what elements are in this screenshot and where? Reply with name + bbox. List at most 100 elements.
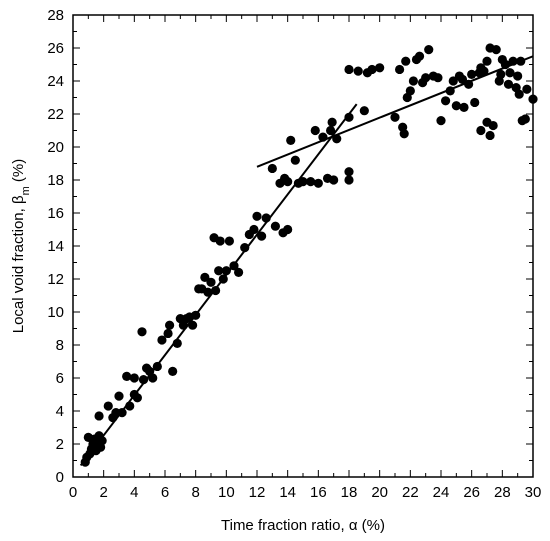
x-tick-label: 20	[371, 484, 388, 501]
data-point	[165, 320, 175, 330]
x-tick-label: 18	[341, 484, 358, 501]
data-point	[496, 69, 506, 79]
data-point	[476, 125, 486, 136]
y-tick-label: 6	[56, 370, 64, 387]
data-point	[451, 101, 461, 111]
data-point	[172, 338, 182, 348]
data-point	[240, 243, 250, 253]
data-point	[318, 132, 328, 142]
x-tick-label: 26	[463, 484, 480, 501]
data-point	[528, 94, 538, 104]
data-point	[470, 97, 480, 108]
data-point	[344, 175, 354, 185]
y-tick-label: 28	[47, 7, 64, 24]
fit-line	[256, 55, 534, 168]
data-point	[514, 89, 524, 99]
data-point	[326, 125, 336, 136]
x-tick-label: 6	[161, 484, 169, 501]
data-point	[390, 112, 400, 122]
y-tick-label: 8	[56, 337, 64, 354]
data-point	[117, 408, 127, 418]
data-point	[188, 320, 198, 330]
data-point	[218, 274, 228, 284]
data-point	[221, 266, 231, 276]
data-point	[283, 224, 293, 235]
data-point	[401, 56, 411, 66]
data-point	[433, 73, 443, 83]
y-tick-label: 20	[47, 139, 64, 156]
data-point	[353, 66, 363, 76]
data-point	[286, 135, 296, 145]
x-axis-title: Time fraction ratio, α (%)	[221, 517, 385, 534]
data-point	[313, 178, 323, 188]
data-point	[234, 267, 244, 277]
data-point	[505, 68, 515, 78]
data-point	[138, 375, 149, 385]
data-point	[163, 328, 173, 339]
data-point	[211, 285, 221, 296]
data-point	[290, 155, 300, 165]
data-point	[129, 373, 139, 383]
data-point	[516, 56, 526, 66]
data-point	[464, 79, 474, 89]
x-tick-label: 4	[130, 484, 138, 501]
data-point	[214, 266, 224, 276]
y-axis-title-main: Local void fraction, β	[10, 195, 27, 333]
data-point	[191, 310, 201, 320]
data-point	[421, 73, 431, 83]
x-tick-label: 30	[525, 484, 542, 501]
data-point	[298, 177, 308, 187]
y-tick-label: 14	[47, 238, 64, 255]
data-point	[249, 224, 259, 235]
data-point	[327, 117, 337, 127]
y-tick-label: 12	[47, 271, 64, 288]
data-point	[94, 411, 104, 421]
data-point	[152, 361, 162, 372]
data-point	[395, 64, 405, 75]
data-point	[482, 56, 492, 66]
x-tick-label: 10	[218, 484, 235, 501]
data-point	[503, 79, 514, 89]
data-point	[375, 63, 385, 73]
data-point	[488, 120, 498, 131]
data-point	[215, 236, 225, 246]
x-tick-label: 22	[402, 484, 419, 501]
data-point	[310, 125, 320, 136]
data-point	[500, 59, 510, 70]
data-point	[125, 401, 135, 411]
x-tick-label: 14	[279, 484, 296, 501]
fit-lines	[79, 55, 534, 467]
data-point	[148, 373, 158, 383]
x-tick-label: 16	[310, 484, 327, 501]
data-point	[344, 64, 354, 75]
data-point	[424, 45, 434, 55]
data-point	[485, 43, 495, 53]
data-point	[168, 366, 178, 376]
x-tick-label: 2	[99, 484, 107, 501]
x-tick-label: 24	[433, 484, 450, 501]
data-point	[329, 175, 339, 185]
y-axis-title-suffix: (%)	[10, 159, 27, 187]
y-tick-label: 2	[56, 436, 64, 453]
data-point	[206, 277, 216, 287]
y-tick-label: 4	[56, 403, 64, 420]
data-point	[522, 84, 532, 94]
data-point	[414, 51, 425, 61]
data-point	[261, 213, 271, 223]
data-point	[436, 116, 446, 126]
data-point	[359, 106, 369, 116]
y-tick-label: 22	[47, 106, 64, 123]
y-tick-label: 18	[47, 172, 64, 189]
data-point	[103, 401, 113, 411]
data-point	[332, 134, 342, 144]
x-tick-label: 12	[249, 484, 266, 501]
data-point	[283, 177, 293, 187]
data-point	[476, 63, 486, 73]
data-point	[229, 261, 239, 271]
data-point	[224, 236, 234, 246]
data-points	[80, 43, 538, 467]
data-point	[457, 74, 468, 84]
data-point	[267, 163, 277, 174]
data-point	[344, 167, 354, 177]
